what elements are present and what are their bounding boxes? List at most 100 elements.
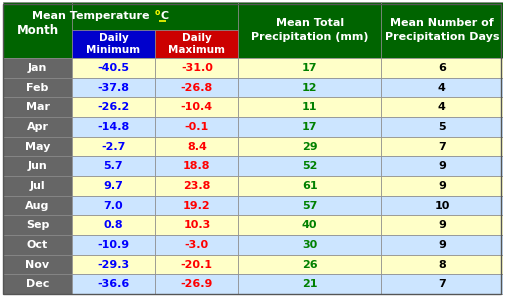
Text: 10: 10 (434, 200, 450, 210)
Bar (239, 78, 380, 97)
Bar (72, 156, 155, 176)
Text: -0.1: -0.1 (185, 122, 209, 132)
Bar (155, 274, 239, 294)
Text: Mean Number of
Precipitation Days: Mean Number of Precipitation Days (385, 18, 499, 42)
Bar (155, 235, 239, 255)
Text: -10.9: -10.9 (97, 240, 130, 250)
Text: C: C (160, 11, 168, 21)
Bar (3, 156, 72, 176)
Text: Nov: Nov (26, 260, 50, 269)
Bar (72, 2, 239, 30)
Bar (72, 274, 155, 294)
Bar (155, 196, 239, 215)
Text: 19.2: 19.2 (183, 200, 210, 210)
Bar (239, 176, 380, 196)
Bar (155, 97, 239, 117)
Text: 57: 57 (302, 200, 317, 210)
Bar (380, 215, 503, 235)
Bar (3, 78, 72, 97)
Text: Aug: Aug (25, 200, 50, 210)
Text: Jan: Jan (28, 63, 47, 73)
Bar (380, 117, 503, 137)
Bar (380, 274, 503, 294)
Bar (239, 117, 380, 137)
Bar (3, 137, 72, 156)
Bar (239, 196, 380, 215)
Text: Feb: Feb (26, 83, 49, 93)
Text: 10.3: 10.3 (183, 220, 210, 230)
Text: 9: 9 (438, 220, 446, 230)
Bar (155, 176, 239, 196)
Bar (239, 274, 380, 294)
Text: Sep: Sep (26, 220, 49, 230)
Text: 7: 7 (438, 141, 446, 152)
Bar (239, 215, 380, 235)
Bar (155, 255, 239, 274)
Bar (72, 117, 155, 137)
Text: Mean Total
Precipitation (mm): Mean Total Precipitation (mm) (251, 18, 368, 42)
Text: 5.7: 5.7 (104, 161, 123, 171)
Text: -14.8: -14.8 (97, 122, 130, 132)
Bar (155, 117, 239, 137)
Text: 5: 5 (438, 122, 446, 132)
Bar (155, 137, 239, 156)
Bar (380, 97, 503, 117)
Text: -26.9: -26.9 (181, 279, 213, 289)
Bar (239, 235, 380, 255)
Text: 29: 29 (302, 141, 317, 152)
Text: 17: 17 (302, 122, 317, 132)
Bar (72, 176, 155, 196)
Text: Apr: Apr (27, 122, 49, 132)
Bar (3, 117, 72, 137)
Bar (155, 58, 239, 78)
Text: -2.7: -2.7 (101, 141, 125, 152)
Text: 23.8: 23.8 (183, 181, 210, 191)
Text: Jun: Jun (28, 161, 48, 171)
Bar (239, 137, 380, 156)
Text: Daily
Minimum: Daily Minimum (87, 33, 141, 55)
Bar (3, 274, 72, 294)
Text: Month: Month (16, 23, 58, 36)
Text: 8: 8 (438, 260, 446, 269)
Bar (3, 2, 72, 58)
Text: -3.0: -3.0 (185, 240, 209, 250)
Bar (239, 58, 380, 78)
Text: 7.0: 7.0 (104, 200, 123, 210)
Text: 7: 7 (438, 279, 446, 289)
Bar (239, 156, 380, 176)
Bar (239, 255, 380, 274)
Text: 21: 21 (302, 279, 317, 289)
Bar (380, 235, 503, 255)
Bar (155, 156, 239, 176)
Text: 17: 17 (302, 63, 317, 73)
Text: 4: 4 (438, 83, 446, 93)
Text: 9: 9 (438, 161, 446, 171)
Bar (380, 156, 503, 176)
Text: Jul: Jul (30, 181, 46, 191)
Text: 0.8: 0.8 (104, 220, 123, 230)
Text: 8.4: 8.4 (187, 141, 207, 152)
Bar (380, 196, 503, 215)
Text: -40.5: -40.5 (97, 63, 130, 73)
Text: May: May (25, 141, 50, 152)
Text: -10.4: -10.4 (181, 102, 213, 112)
Bar (155, 30, 239, 58)
Text: 9: 9 (438, 240, 446, 250)
Bar (239, 2, 380, 58)
Bar (72, 215, 155, 235)
Bar (3, 196, 72, 215)
Bar (72, 137, 155, 156)
Text: Mean Temperature: Mean Temperature (32, 11, 153, 21)
Text: 9.7: 9.7 (103, 181, 123, 191)
Text: 61: 61 (302, 181, 317, 191)
Text: -26.8: -26.8 (181, 83, 213, 93)
Bar (3, 97, 72, 117)
Text: 4: 4 (438, 102, 446, 112)
Text: o: o (154, 8, 160, 17)
Text: Mar: Mar (26, 102, 50, 112)
Text: -26.2: -26.2 (97, 102, 130, 112)
Bar (155, 78, 239, 97)
Text: -29.3: -29.3 (97, 260, 130, 269)
Bar (72, 235, 155, 255)
Text: 12: 12 (302, 83, 317, 93)
